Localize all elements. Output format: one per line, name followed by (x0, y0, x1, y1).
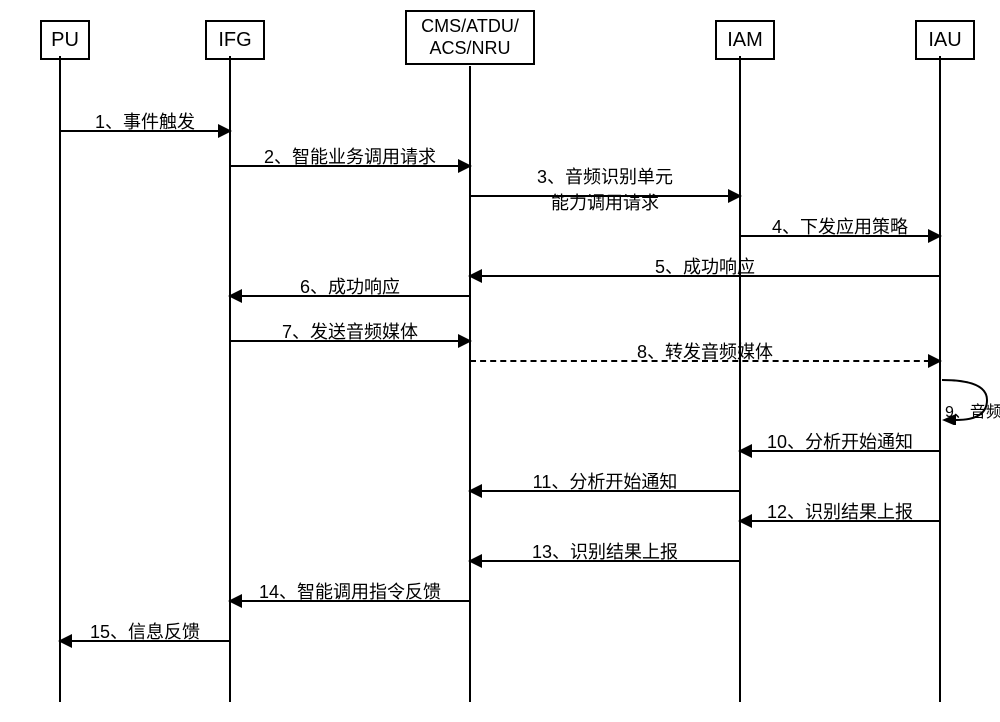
lifeline-iau (939, 56, 941, 702)
participant-pu: PU (40, 20, 90, 60)
message-7-label: 7、发送音频媒体 (230, 318, 470, 344)
message-8-label: 8、转发音频媒体 (470, 338, 940, 364)
message-1-label: 1、事件触发 (60, 108, 230, 134)
participant-iam: IAM (715, 20, 775, 60)
participant-iau: IAU (915, 20, 975, 60)
message-13-label: 13、识别结果上报 (470, 538, 740, 564)
participant-cms: CMS/ATDU/ACS/NRU (405, 10, 535, 65)
message-5-label: 5、成功响应 (470, 253, 940, 279)
message-2-label: 2、智能业务调用请求 (230, 143, 470, 169)
message-12-label: 12、识别结果上报 (740, 498, 940, 524)
message-6-label: 6、成功响应 (230, 273, 470, 299)
message-3-label: 3、音频识别单元能力调用请求 (470, 163, 740, 215)
lifeline-pu (59, 56, 61, 702)
participant-ifg: IFG (205, 20, 265, 60)
message-15-label: 15、信息反馈 (60, 618, 230, 644)
message-10-label: 10、分析开始通知 (740, 428, 940, 454)
sequence-diagram: PU IFG CMS/ATDU/ACS/NRU IAM IAU 1、事件触发2、智能业务调… (0, 0, 1000, 722)
message-11-label: 11、分析开始通知 (470, 468, 740, 494)
message-9: 9、音频识别分析 (942, 375, 1000, 425)
message-9-label: 9、音频识别分析 (945, 398, 1000, 422)
message-14-label: 14、智能调用指令反馈 (230, 578, 470, 604)
message-4-label: 4、下发应用策略 (740, 213, 940, 239)
lifeline-iam (739, 56, 741, 702)
